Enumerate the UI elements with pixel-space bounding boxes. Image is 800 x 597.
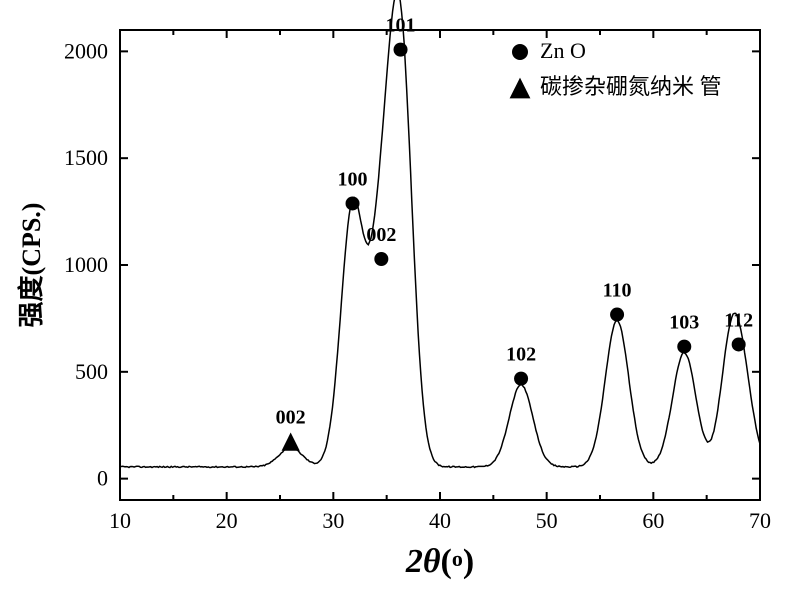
legend-label: 碳掺杂硼氮纳米 管 [540,74,722,99]
plot-frame [120,30,760,500]
peak-marker-circle-4 [514,372,528,386]
x-axis-title: 2θ(o) [405,543,474,580]
y-tick-label: 0 [97,466,108,491]
peak-label: 102 [506,344,536,366]
peak-marker-circle-7 [732,337,746,351]
peak-marker-circle-6 [677,340,691,354]
y-tick-label: 1000 [64,252,108,277]
peak-marker-circle-2 [374,252,388,266]
x-tick-label: 30 [322,508,344,533]
y-tick-label: 1500 [64,145,108,170]
x-tick-label: 70 [749,508,771,533]
xrd-chart: 10 20 30 40 50 60 70 0 500 1000 1500 2000 2θ(o) 强度(CP… [0,0,800,597]
xrd-line [120,0,760,467]
x-tick-label: 10 [109,508,131,533]
peak-marker-circle-legend-0 [512,44,528,60]
y-axis-title: 强度(CPS.) [16,203,46,328]
y-tick-label: 2000 [64,38,108,63]
chart-svg: 10 20 30 40 50 60 70 0 500 1000 1500 2000 2θ(o) 强度(CP… [0,0,800,597]
x-tick-label: 60 [642,508,664,533]
peak-label: 112 [724,309,753,331]
peak-label: 100 [338,168,368,190]
legend-label: Zn O [540,38,586,63]
peak-label: 002 [366,224,396,246]
peak-marker-circle-5 [610,308,624,322]
x-tick-label: 40 [429,508,451,533]
peak-marker-circle-3 [394,43,408,57]
x-tick-label: 50 [536,508,558,533]
peak-label: 110 [603,280,632,302]
peak-marker-triangle-legend-1 [510,78,531,99]
peak-label: 103 [669,312,699,334]
peak-label: 101 [386,15,416,37]
y-tick-label: 500 [75,359,108,384]
peak-marker-triangle-0 [282,433,300,451]
x-tick-label: 20 [216,508,238,533]
peak-label: 002 [276,407,306,429]
peak-marker-circle-1 [346,196,360,210]
